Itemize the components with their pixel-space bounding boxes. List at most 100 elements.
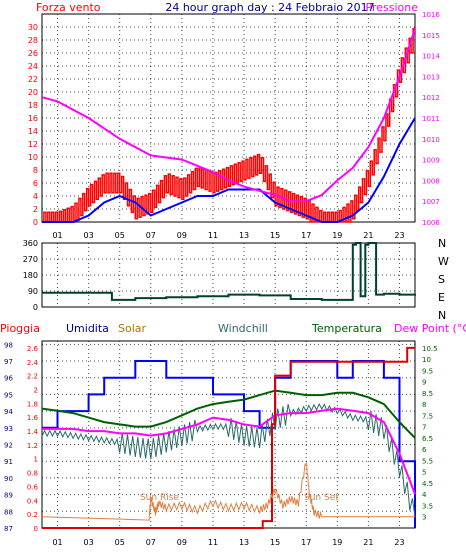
y-right-tick-label: 1013: [422, 73, 440, 81]
humidity-tick-label: 97: [4, 358, 13, 366]
temp-tick-label: 4: [422, 491, 427, 499]
compass-label: E: [438, 291, 445, 304]
temperatura-line: [41, 389, 416, 439]
rain-tick-label: 2.6: [27, 345, 39, 353]
y-left-tick-label: 10: [28, 153, 38, 162]
temp-tick-label: 6: [422, 446, 427, 454]
humidity-tick-label: 89: [4, 492, 13, 500]
climate-header-label: Dew Point (°C): [394, 322, 466, 335]
x-tick-label-top: 11: [208, 231, 218, 240]
x-tick-label-top: 01: [52, 231, 62, 240]
wind-force-label: Forza vento: [36, 1, 101, 14]
rain-tick-label: 0.8: [27, 470, 38, 478]
temp-tick-label: 9.5: [422, 367, 433, 375]
x-tick-label-bottom: 19: [332, 538, 342, 547]
humidity-tick-label: 94: [4, 408, 13, 416]
x-tick-label-top: 03: [84, 231, 94, 240]
compass-label: N: [438, 309, 446, 322]
y-right-tick-label: 1010: [422, 136, 440, 144]
x-tick-label-bottom: 05: [115, 538, 125, 547]
y-left-tick-label: 12: [28, 140, 38, 149]
y-left-tick-label: 26: [28, 49, 38, 58]
rain-tick-label: 2: [34, 386, 38, 394]
compass-label: W: [438, 255, 449, 268]
rain-tick-label: 1.8: [27, 400, 38, 408]
temp-tick-label: 10: [422, 356, 431, 364]
direction-tick-label: 180: [23, 271, 38, 280]
windchill-line: [41, 402, 416, 517]
humidity-tick-label: 96: [4, 375, 13, 383]
y-right-tick-label: 1008: [422, 177, 440, 185]
rain-tick-label: 0: [34, 525, 38, 533]
y-left-tick-label: 2: [33, 205, 38, 214]
y-left-tick-label: 24: [28, 62, 38, 71]
x-tick-label-bottom: 07: [146, 538, 156, 547]
y-left-tick-label: 28: [28, 36, 38, 45]
temp-tick-label: 3: [422, 514, 426, 522]
rain-tick-label: 2.4: [27, 359, 39, 367]
temp-tick-label: 3.5: [422, 502, 433, 510]
temp-tick-label: 5.5: [422, 457, 433, 465]
y-right-tick-label: 1006: [422, 219, 440, 227]
y-left-tick-label: 16: [28, 114, 38, 123]
direction-tick-label: 90: [28, 287, 38, 296]
x-tick-label-top: 17: [301, 231, 311, 240]
chart-title: 24 hour graph day : 24 Febbraio 2017: [165, 1, 374, 14]
rain-tick-label: 2.2: [27, 373, 38, 381]
humidity-tick-label: 91: [4, 458, 13, 466]
y-right-tick-label: 1014: [422, 53, 440, 61]
humidity-tick-label: 93: [4, 425, 13, 433]
x-tick-label-bottom: 03: [84, 538, 94, 547]
x-tick-label-top: 05: [115, 231, 125, 240]
rain-tick-label: 0.4: [27, 497, 39, 505]
temp-tick-label: 7: [422, 424, 426, 432]
climate-header-label: Umidita: [66, 322, 109, 335]
temp-tick-label: 4.5: [422, 480, 433, 488]
sunset-annotation: Sun Set: [304, 493, 339, 503]
temp-tick-label: 7.5: [422, 412, 433, 420]
y-left-tick-label: 6: [33, 179, 38, 188]
climate-header-label: Solar: [118, 322, 147, 335]
pioggia-line: [42, 346, 415, 529]
rain-tick-label: 1.4: [27, 428, 39, 436]
x-tick-label-top: 23: [394, 231, 404, 240]
pressure-label: Pressione: [366, 1, 419, 14]
y-right-tick-label: 1009: [422, 157, 440, 165]
y-left-tick-label: 0: [33, 218, 38, 227]
temp-tick-label: 8: [422, 401, 426, 409]
wind-direction-line: [42, 242, 416, 301]
y-left-tick-label: 8: [33, 166, 38, 175]
temp-tick-label: 8.5: [422, 390, 433, 398]
humidity-tick-label: 92: [4, 442, 13, 450]
y-left-tick-label: 22: [28, 75, 38, 84]
temp-tick-label: 9: [422, 379, 426, 387]
x-tick-label-top: 15: [270, 231, 280, 240]
climate-header-label: Pioggia: [0, 322, 40, 335]
y-left-tick-label: 30: [28, 23, 38, 32]
y-left-tick-label: 18: [28, 101, 38, 110]
humidity-tick-label: 87: [4, 525, 13, 533]
rain-tick-label: 1.2: [27, 442, 38, 450]
compass-label: N: [438, 237, 446, 250]
y-left-tick-label: 20: [28, 88, 38, 97]
direction-panel: [41, 242, 416, 308]
humidity-tick-label: 88: [4, 508, 13, 516]
y-right-tick-label: 1011: [422, 115, 440, 123]
x-tick-label-bottom: 23: [394, 538, 404, 547]
x-tick-label-top: 21: [363, 231, 373, 240]
temp-tick-label: 5: [422, 469, 426, 477]
sunrise-annotation: Sun Rise: [140, 493, 179, 503]
rain-tick-label: 0.2: [27, 511, 38, 519]
temp-tick-label: 6.5: [422, 435, 433, 443]
climate-header-label: Temperatura: [311, 322, 382, 335]
y-left-tick-label: 4: [33, 192, 38, 201]
x-tick-label-bottom: 17: [301, 538, 311, 547]
solar-line: [41, 462, 415, 521]
x-tick-label-bottom: 09: [177, 538, 187, 547]
x-tick-label-top: 13: [239, 231, 249, 240]
x-tick-label-top: 19: [332, 231, 342, 240]
humidity-tick-label: 95: [4, 391, 13, 399]
dew-point-line: [42, 407, 416, 495]
rain-tick-label: 1.6: [27, 414, 39, 422]
